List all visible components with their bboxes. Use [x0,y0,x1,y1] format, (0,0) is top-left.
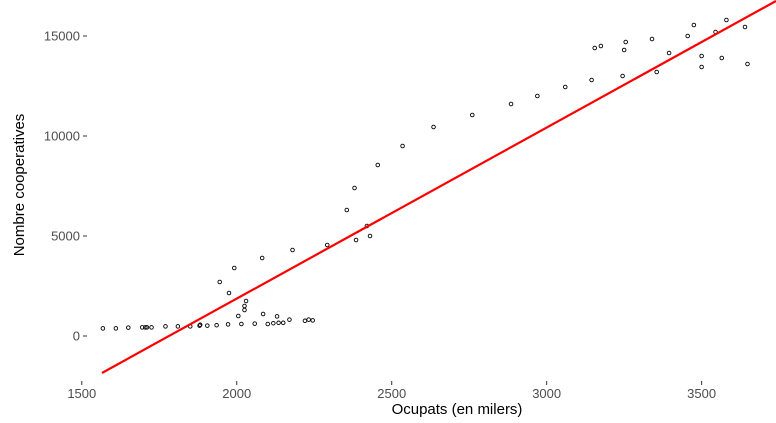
data-point [149,325,154,330]
y-tick-label: 0 [73,329,80,344]
x-axis: 1500 2000 2500 3000 3500 [67,381,716,401]
data-point [325,242,330,248]
data-point [225,322,231,327]
x-tick-label: 3000 [532,386,561,401]
data-point [243,298,249,304]
data-point [592,45,597,51]
data-point [724,17,729,23]
data-point [666,50,672,56]
data-point [139,325,145,330]
data-point [745,61,750,67]
data-point [699,64,704,70]
data-point [535,93,540,99]
data-point [144,325,150,330]
data-point [242,303,247,309]
data-point [310,318,315,323]
data-point [100,326,106,331]
y-axis: 0 5000 10000 15000 [44,29,87,344]
y-tick-label: 5000 [51,229,80,244]
data-point [742,24,748,30]
data-point [214,322,219,328]
data-point [239,321,244,327]
data-point [113,326,119,331]
x-tick-label: 2000 [222,386,251,401]
data-point [280,320,286,326]
y-tick-label: 10000 [44,129,80,144]
data-point [621,47,627,53]
y-axis-title: Nombre cooperatives [11,114,28,257]
data-point [259,255,265,261]
data-point [143,325,148,330]
data-point [276,320,281,326]
data-point [699,53,704,59]
data-point [623,39,628,45]
data-point [431,124,436,130]
x-tick-label: 1500 [67,386,96,401]
data-point [367,233,373,239]
data-point [302,318,308,324]
trend-line [101,0,776,374]
data-point [589,77,594,83]
data-point [197,322,203,328]
data-point [236,313,241,319]
data-point [470,112,475,118]
data-points [100,17,750,331]
data-point [271,320,276,326]
data-point [620,73,625,79]
data-point [265,321,270,327]
x-tick-label: 2500 [377,386,406,401]
data-point [563,84,568,90]
data-point [375,162,381,168]
data-point [290,247,295,253]
x-axis-title: Ocupats (en milers) [392,401,523,418]
data-point [685,33,690,39]
data-point [654,69,659,75]
data-point [274,314,280,319]
data-point [126,325,131,330]
data-point [400,143,405,149]
data-point [226,290,232,296]
data-point [175,324,181,329]
data-point [205,323,210,328]
data-point [344,207,350,213]
data-point [508,101,514,107]
trend-line-group [101,0,776,374]
data-point [217,279,222,285]
data-point [163,324,168,329]
data-point [306,317,311,322]
data-point [287,317,292,322]
data-point [352,185,357,191]
data-point [260,311,266,317]
data-point [649,36,655,42]
x-tick-label: 3500 [687,386,716,401]
data-point [353,237,359,243]
data-point [242,307,247,313]
data-point [232,265,237,271]
y-tick-label: 15000 [44,29,80,44]
data-point [252,321,257,326]
data-point [598,43,604,49]
data-point [691,22,697,28]
data-point [719,55,725,61]
